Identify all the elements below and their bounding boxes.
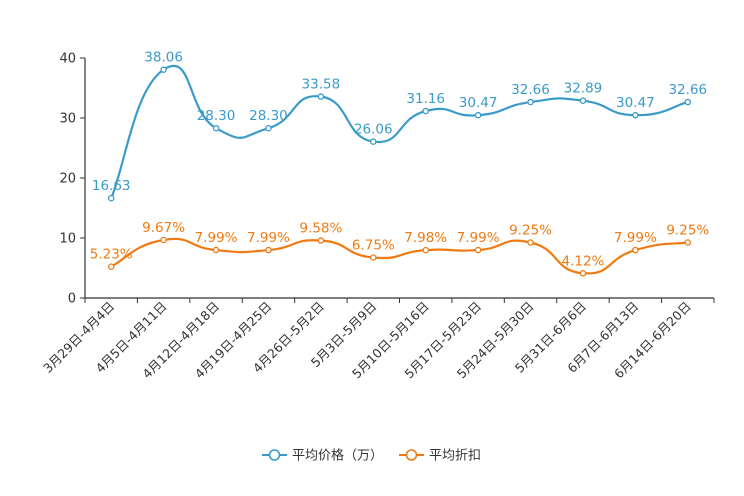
data-point <box>370 138 377 145</box>
data-point <box>684 98 692 106</box>
data-point <box>579 97 587 104</box>
data-point <box>370 254 377 261</box>
data-point <box>107 194 115 202</box>
data-point <box>474 246 482 254</box>
y-tick-label: 0 <box>68 292 76 307</box>
data-label: 38.06 <box>144 50 183 66</box>
data-label: 6.75% <box>352 238 395 254</box>
legend-item-1[interactable]: 平均折扣 <box>399 449 481 464</box>
data-point <box>160 66 167 73</box>
data-point <box>527 98 534 106</box>
data-point <box>632 246 639 254</box>
data-label: 32.66 <box>668 82 707 98</box>
legend-marker <box>268 449 281 461</box>
y-tick-label: 40 <box>59 52 76 67</box>
legend-label: 平均折扣 <box>429 449 481 464</box>
data-point <box>212 124 220 132</box>
y-tick-label: 10 <box>59 232 76 247</box>
data-label: 16.63 <box>92 178 131 194</box>
data-point <box>317 237 325 244</box>
data-label: 7.99% <box>457 230 500 246</box>
data-label: 9.58% <box>299 221 342 237</box>
data-point <box>265 124 272 132</box>
legend-item-0[interactable]: 平均价格（万） <box>262 448 383 464</box>
data-label: 32.89 <box>564 81 603 97</box>
data-point <box>474 111 482 119</box>
data-point <box>422 107 429 115</box>
data-label: 32.66 <box>511 82 550 98</box>
data-point <box>632 111 639 119</box>
data-point <box>265 246 272 254</box>
data-label: 5.23% <box>90 247 133 263</box>
data-label: 4.12% <box>562 253 605 269</box>
data-label: 33.58 <box>302 77 341 93</box>
data-point <box>212 246 220 254</box>
data-label: 7.99% <box>247 230 290 246</box>
y-tick-label: 20 <box>59 172 76 187</box>
data-label: 31.16 <box>406 91 445 107</box>
data-label: 28.30 <box>249 108 288 124</box>
legend-marker <box>405 449 418 461</box>
data-label: 9.25% <box>666 223 709 239</box>
data-label: 9.67% <box>142 220 185 236</box>
data-label: 30.47 <box>616 95 655 111</box>
data-point <box>160 236 167 244</box>
data-point <box>422 246 429 254</box>
data-point <box>107 263 115 270</box>
legend-label: 平均价格（万） <box>292 448 383 464</box>
data-label: 7.98% <box>404 230 447 246</box>
data-label: 26.06 <box>354 122 393 138</box>
data-label: 7.99% <box>614 230 657 246</box>
y-tick-label: 30 <box>59 112 76 127</box>
data-label: 30.47 <box>459 95 498 111</box>
data-point <box>579 270 587 277</box>
data-point <box>527 239 534 246</box>
data-label: 28.30 <box>197 108 236 124</box>
data-label: 7.99% <box>195 230 238 246</box>
data-point <box>317 93 325 100</box>
data-label: 9.25% <box>509 223 552 239</box>
data-point <box>684 239 692 246</box>
